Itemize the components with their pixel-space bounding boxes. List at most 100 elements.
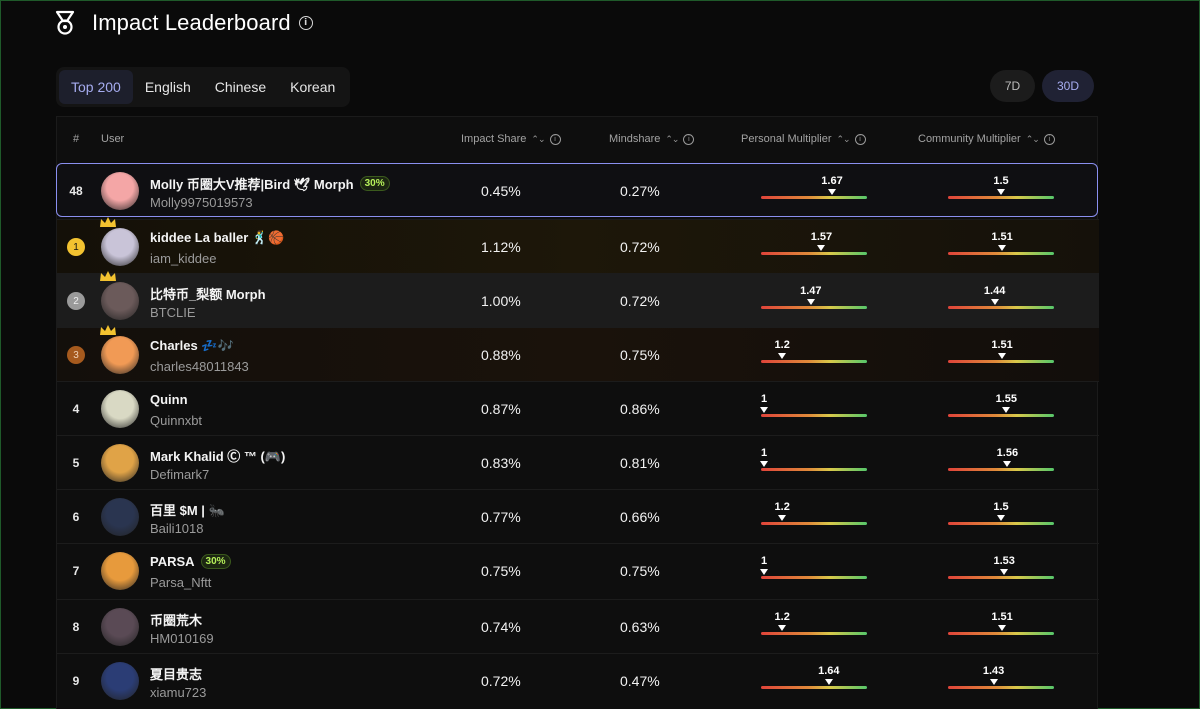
rank-number: 9 [72,674,80,688]
marker-triangle-icon [998,625,1007,631]
column-community-multiplier[interactable]: Community Multiplier ⌃⌄ i [918,117,1055,161]
community-multiplier-bar [948,360,1054,363]
page-header: Impact Leaderboard i [54,8,313,38]
community-multiplier-gauge: 1.5 [948,164,1054,218]
table-row[interactable]: 5 Mark Khalid Ⓒ ™ (🎮) Defimark7 0.83% 0.81% 1… [57,435,1099,489]
user-name-text: PARSA [150,554,195,569]
user-name[interactable]: 币圈荒木 [150,610,202,629]
table-row[interactable]: 7 PARSA 30% Parsa_Nftt 0.75% 0.75% 1 1.53 [57,543,1099,597]
community-multiplier-gauge: 1.53 [948,544,1054,598]
marker-triangle-icon [760,461,768,467]
personal-multiplier-bar [761,252,867,255]
avatar[interactable] [101,444,139,482]
community-multiplier-value: 1.56 [996,447,1019,459]
info-icon[interactable]: i [683,133,695,145]
community-multiplier-value: 1.51 [991,231,1013,243]
marker-triangle-icon [989,679,998,685]
marker-triangle-icon [998,245,1007,251]
personal-multiplier-value: 1.2 [774,339,790,351]
table-row[interactable]: 6 百里 $M | 🐜 Baili1018 0.77% 0.66% 1.2 1.5 [57,489,1099,543]
column-community-multiplier-label: Community Multiplier [918,133,1021,145]
rank-badge: 1 [67,238,85,256]
tab-chinese[interactable]: Chinese [214,79,267,95]
avatar[interactable] [101,228,139,266]
personal-multiplier-gauge: 1 [760,436,867,490]
period-7d-button[interactable]: 7D [990,70,1035,102]
avatar[interactable] [101,390,139,428]
user-handle: xiamu723 [150,685,207,700]
personal-multiplier-gauge: 1.57 [761,220,867,274]
column-mindshare[interactable]: Mindshare ⌃⌄ i [609,117,695,161]
marker-triangle-icon [760,569,768,575]
user-name[interactable]: Mark Khalid Ⓒ ™ (🎮) [150,446,285,465]
marker-triangle-icon [824,679,833,685]
personal-multiplier-gauge: 1.2 [761,490,867,544]
community-multiplier-gauge: 1.56 [948,436,1054,490]
info-icon[interactable]: i [854,133,866,145]
avatar[interactable] [101,552,139,590]
personal-multiplier-bar [761,360,867,363]
impact-share-value: 0.83% [481,455,521,471]
rank-number: 5 [72,456,80,470]
marker-triangle-icon [1002,407,1011,413]
avatar[interactable] [101,498,139,536]
avatar[interactable] [101,608,139,646]
impact-share-value: 0.75% [481,563,521,579]
user-name-text: 百里 $M | 🐜 [150,503,225,518]
user-name[interactable]: Charles 💤🎶 [150,338,234,354]
period-30d-button[interactable]: 30D [1042,70,1094,102]
avatar[interactable] [101,172,139,210]
marker-triangle-icon [760,407,768,413]
personal-multiplier-bar [761,522,867,525]
column-rank-label: # [73,133,80,145]
sort-icon[interactable]: ⌃⌄ [1025,133,1040,144]
tab-top-200[interactable]: Top 200 [59,70,133,104]
table-row[interactable]: 4 Quinn Quinnxbt 0.87% 0.86% 1 1.55 [57,381,1099,435]
medal-logo-icon [55,10,75,35]
community-multiplier-bar [948,576,1054,579]
user-handle: charles48011843 [150,359,249,374]
avatar[interactable] [101,662,139,700]
user-name[interactable]: 夏目贵志 [150,664,202,683]
avatar[interactable] [101,336,139,374]
sort-icon[interactable]: ⌃⌄ [665,133,679,144]
tab-korean[interactable]: Korean [290,79,336,95]
community-multiplier-value: 1.55 [995,393,1018,405]
user-name[interactable]: 比特币_梨额 Morph [150,284,266,303]
table-row[interactable]: 3 Charles 💤🎶 charles48011843 0.88% 0.75% 1.2 1… [57,325,1099,382]
table-row[interactable]: 1 kiddee La baller 🕺🏀 iam_kiddee 1.12% 0.72%… [57,217,1099,274]
info-icon[interactable]: i [549,133,561,145]
user-name-text: 比特币_梨额 Morph [150,287,266,302]
column-personal-multiplier[interactable]: Personal Multiplier ⌃⌄ i [741,117,866,161]
marker-triangle-icon [778,625,787,631]
community-multiplier-gauge: 1.44 [948,274,1054,328]
avatar[interactable] [101,282,139,320]
personal-multiplier-value: 1.47 [800,285,822,297]
table-row[interactable]: 8 币圈荒木 HM010169 0.74% 0.63% 1.2 1.51 [57,599,1099,653]
sort-icon[interactable]: ⌃⌄ [531,133,545,144]
user-name[interactable]: PARSA 30% [150,554,231,569]
language-tabs: Top 200 English Chinese Korean [56,67,351,107]
community-multiplier-bar [948,468,1054,471]
personal-multiplier-gauge: 1.2 [761,328,867,382]
community-multiplier-gauge: 1.43 [948,654,1054,708]
user-name[interactable]: kiddee La baller 🕺🏀 [150,230,284,246]
impact-share-value: 0.45% [481,183,521,199]
info-icon[interactable]: i [1043,133,1055,145]
table-row[interactable]: 48 Molly 币圈大V推荐|Bird 🕊 Morph 30% Molly99750… [56,163,1098,217]
column-impact-share[interactable]: Impact Share ⌃⌄ i [461,117,561,161]
table-row[interactable]: 9 夏目贵志 xiamu723 0.72% 0.47% 1.64 1.43 [57,653,1099,707]
sort-icon[interactable]: ⌃⌄ [836,133,850,144]
marker-triangle-icon [1003,461,1012,467]
info-icon[interactable]: i [298,16,313,30]
marker-triangle-icon [778,353,787,359]
table-row[interactable]: 2 比特币_梨额 Morph BTCLIE 1.00% 0.72% 1.47 1.44 [57,271,1099,328]
user-name[interactable]: Quinn [150,392,188,407]
community-multiplier-bar [948,306,1054,309]
personal-multiplier-value: 1.64 [818,665,840,677]
user-name[interactable]: 百里 $M | 🐜 [150,500,225,519]
tab-english[interactable]: English [144,79,191,95]
user-name[interactable]: Molly 币圈大V推荐|Bird 🕊 Morph 30% [150,174,390,193]
rank-number: 48 [69,184,83,198]
column-personal-multiplier-label: Personal Multiplier [741,133,832,145]
